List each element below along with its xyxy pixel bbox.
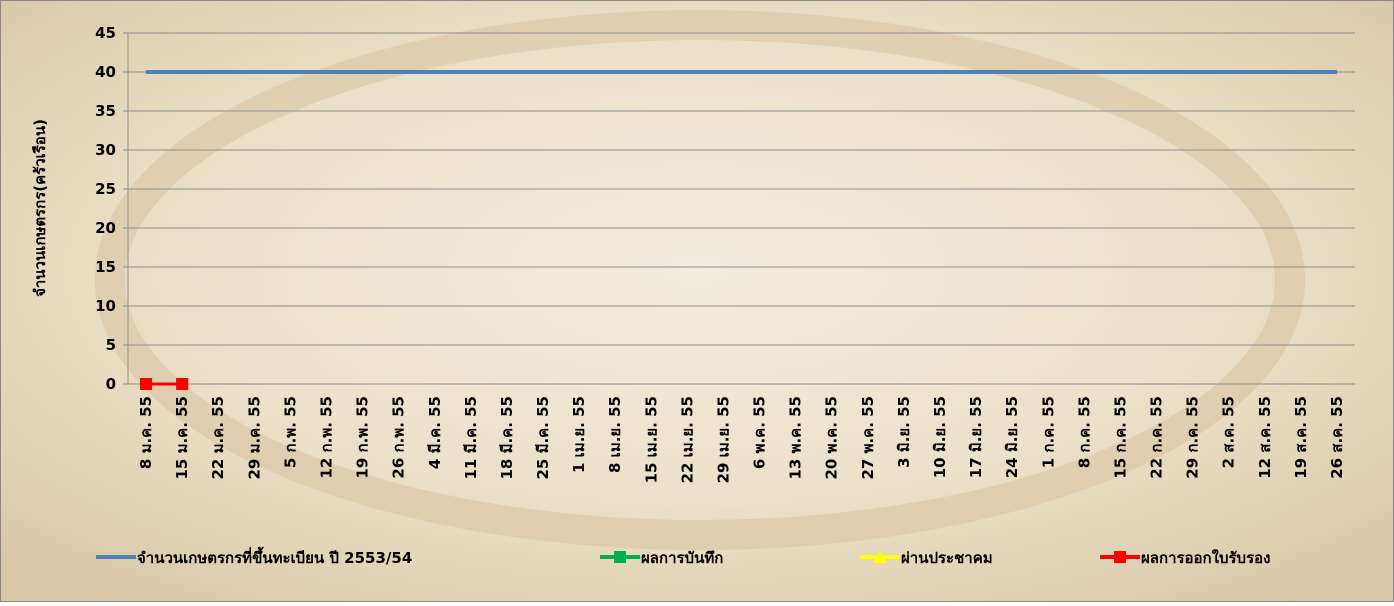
x-tick-label: 20 พ.ค. 55 xyxy=(823,396,841,480)
y-tick-label: 25 xyxy=(95,180,116,198)
x-tick-label: 4 มี.ค. 55 xyxy=(426,396,444,469)
legend-label: ผลการบันทึก xyxy=(641,549,723,567)
x-tick-label: 19 ส.ค. 55 xyxy=(1292,396,1310,479)
y-tick-label: 20 xyxy=(95,219,116,237)
x-tick-label: 22 ม.ค. 55 xyxy=(209,396,227,480)
legend-marker xyxy=(614,551,626,563)
x-tick-label: 13 พ.ค. 55 xyxy=(787,396,805,480)
x-tick-label: 26 ส.ค. 55 xyxy=(1328,396,1346,479)
x-tick-label: 22 ก.ค. 55 xyxy=(1148,396,1166,479)
x-tick-label: 15 ม.ค. 55 xyxy=(173,396,191,480)
data-point xyxy=(140,378,153,390)
x-tick-label: 8 ม.ค. 55 xyxy=(137,396,155,469)
x-tick-label: 22 เม.ย. 55 xyxy=(678,396,696,483)
y-tick-label: 5 xyxy=(106,336,116,354)
x-tick-label: 25 มี.ค. 55 xyxy=(534,396,552,480)
x-tick-label: 8 ก.ค. 55 xyxy=(1075,396,1093,468)
x-tick-label: 17 มิ.ย. 55 xyxy=(967,396,985,478)
x-tick-label: 3 มิ.ย. 55 xyxy=(895,396,913,468)
x-tick-label: 1 เม.ย. 55 xyxy=(570,396,588,473)
y-tick-label: 0 xyxy=(106,375,116,393)
x-tick-label: 5 ก.พ. 55 xyxy=(281,396,299,468)
legend-label: ผ่านประชาคม xyxy=(901,549,993,567)
y-axis-label: จำนวนเกษตรกร(ครัวเรือน) xyxy=(31,119,49,297)
x-tick-label: 12 ส.ค. 55 xyxy=(1256,396,1274,479)
legend-marker xyxy=(1114,551,1126,563)
y-tick-label: 30 xyxy=(95,141,116,159)
x-tick-label: 11 มี.ค. 55 xyxy=(462,396,480,480)
x-tick-label: 18 มี.ค. 55 xyxy=(498,396,516,480)
y-tick-label: 45 xyxy=(95,24,116,42)
x-tick-label: 26 ก.พ. 55 xyxy=(390,396,408,479)
y-tick-label: 35 xyxy=(95,102,116,120)
x-tick-label: 10 มิ.ย. 55 xyxy=(931,396,949,478)
x-tick-label: 15 เม.ย. 55 xyxy=(642,396,660,483)
x-tick-label: 29 ก.ค. 55 xyxy=(1184,396,1202,479)
x-tick-label: 29 ม.ค. 55 xyxy=(245,396,263,480)
x-tick-label: 24 มิ.ย. 55 xyxy=(1003,396,1021,478)
x-tick-label: 15 ก.ค. 55 xyxy=(1111,396,1129,479)
x-tick-label: 12 ก.พ. 55 xyxy=(317,396,335,479)
data-point xyxy=(176,378,189,390)
y-tick-label: 15 xyxy=(95,258,116,276)
x-tick-label: 29 เม.ย. 55 xyxy=(714,396,732,483)
x-tick-label: 6 พ.ค. 55 xyxy=(751,396,769,469)
decoration xyxy=(95,10,1305,550)
x-tick-label: 27 พ.ค. 55 xyxy=(859,396,877,480)
legend-label: จำนวนเกษตรกรที่ขึ้นทะเบียน ปี 2553/54 xyxy=(137,546,412,567)
y-tick-label: 40 xyxy=(95,63,116,81)
x-tick-label: 19 ก.พ. 55 xyxy=(354,396,372,479)
x-tick-label: 8 เม.ย. 55 xyxy=(606,396,624,473)
x-tick-label: 1 ก.ค. 55 xyxy=(1039,396,1057,468)
y-tick-label: 10 xyxy=(95,297,116,315)
legend-label: ผลการออกใบรับรอง xyxy=(1141,549,1270,567)
legend-marker xyxy=(873,550,887,563)
x-tick-label: 2 ส.ค. 55 xyxy=(1220,396,1238,468)
